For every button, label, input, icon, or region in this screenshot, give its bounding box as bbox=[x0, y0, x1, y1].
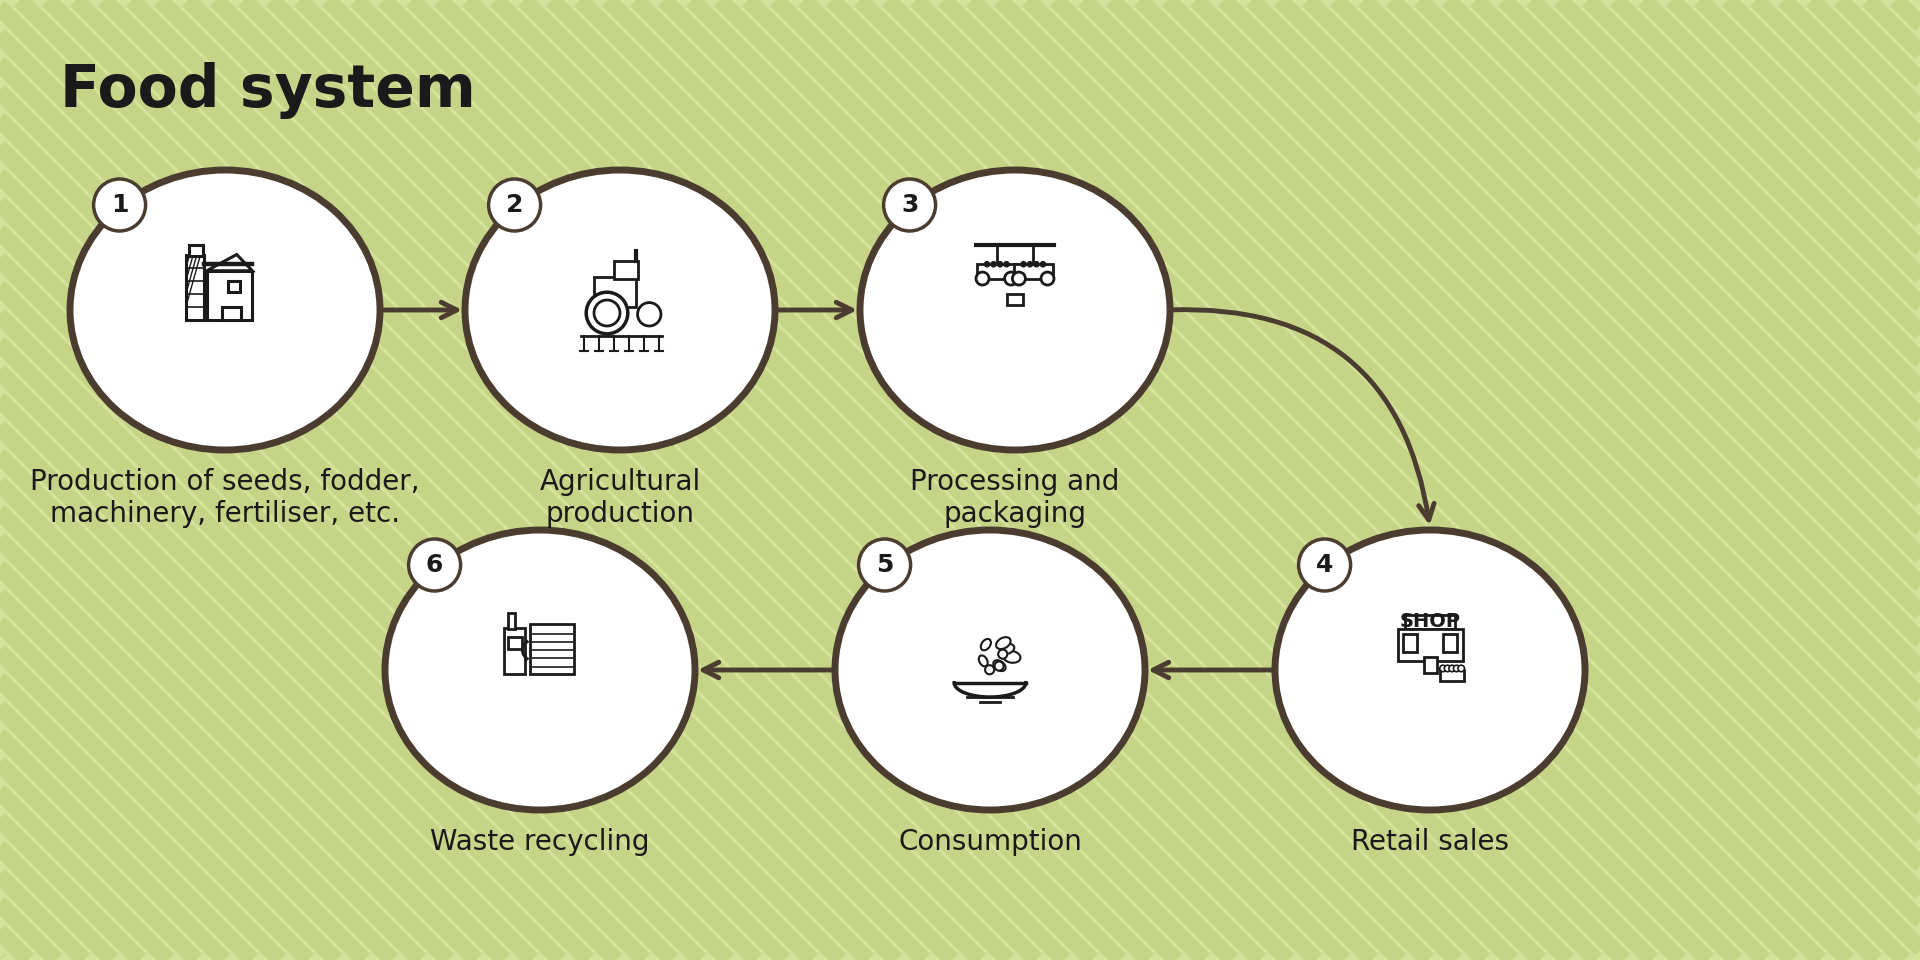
Ellipse shape bbox=[981, 639, 991, 650]
Ellipse shape bbox=[465, 170, 776, 450]
Circle shape bbox=[593, 300, 620, 326]
Circle shape bbox=[883, 179, 935, 231]
Text: 4: 4 bbox=[1315, 553, 1332, 577]
Ellipse shape bbox=[1002, 651, 1020, 662]
Bar bbox=[530, 624, 574, 674]
Text: Production of seeds, fodder,
machinery, fertiliser, etc.: Production of seeds, fodder, machinery, … bbox=[31, 468, 420, 528]
Circle shape bbox=[858, 539, 910, 591]
Circle shape bbox=[586, 292, 628, 334]
Circle shape bbox=[975, 272, 989, 285]
Ellipse shape bbox=[1275, 530, 1586, 810]
Circle shape bbox=[1004, 272, 1018, 285]
Bar bbox=[505, 628, 524, 674]
Text: SHOP: SHOP bbox=[1400, 612, 1461, 632]
Circle shape bbox=[1453, 665, 1459, 672]
Circle shape bbox=[1041, 262, 1046, 267]
Bar bbox=[507, 637, 522, 649]
Circle shape bbox=[488, 179, 541, 231]
Circle shape bbox=[637, 302, 660, 326]
Text: Processing and
packaging: Processing and packaging bbox=[910, 468, 1119, 528]
Bar bbox=[1423, 657, 1436, 673]
Circle shape bbox=[985, 665, 995, 674]
Circle shape bbox=[1012, 272, 1025, 285]
Ellipse shape bbox=[996, 637, 1010, 649]
Text: Retail sales: Retail sales bbox=[1352, 828, 1509, 856]
Bar bbox=[1444, 634, 1457, 652]
Bar bbox=[186, 254, 204, 320]
Circle shape bbox=[998, 262, 1002, 267]
Text: Waste recycling: Waste recycling bbox=[430, 828, 649, 856]
Bar bbox=[207, 271, 252, 320]
Ellipse shape bbox=[860, 170, 1169, 450]
Circle shape bbox=[1021, 262, 1025, 267]
Bar bbox=[228, 280, 240, 292]
Text: 3: 3 bbox=[900, 193, 918, 217]
Circle shape bbox=[1004, 262, 1010, 267]
Bar bbox=[1014, 264, 1052, 278]
Ellipse shape bbox=[1000, 644, 1014, 654]
Bar bbox=[1398, 629, 1463, 661]
Text: 2: 2 bbox=[505, 193, 524, 217]
Ellipse shape bbox=[979, 656, 987, 666]
Circle shape bbox=[1033, 262, 1039, 267]
Text: Food system: Food system bbox=[60, 62, 476, 119]
Bar bbox=[614, 261, 637, 279]
Circle shape bbox=[1440, 665, 1446, 672]
Bar bbox=[1008, 294, 1023, 305]
Text: Consumption: Consumption bbox=[899, 828, 1083, 856]
Text: 6: 6 bbox=[426, 553, 444, 577]
Bar bbox=[1404, 634, 1417, 652]
Circle shape bbox=[1444, 665, 1452, 672]
Circle shape bbox=[991, 262, 996, 267]
Bar bbox=[593, 277, 636, 306]
Circle shape bbox=[998, 650, 1008, 659]
Ellipse shape bbox=[835, 530, 1144, 810]
Circle shape bbox=[1041, 272, 1054, 285]
Circle shape bbox=[985, 262, 989, 267]
Text: 5: 5 bbox=[876, 553, 893, 577]
Circle shape bbox=[995, 661, 1004, 671]
Circle shape bbox=[1027, 262, 1033, 267]
Bar bbox=[1440, 670, 1465, 682]
Ellipse shape bbox=[993, 660, 1006, 671]
Bar bbox=[507, 613, 515, 630]
Bar bbox=[221, 306, 242, 320]
Ellipse shape bbox=[69, 170, 380, 450]
Text: Agricultural
production: Agricultural production bbox=[540, 468, 701, 528]
Text: 1: 1 bbox=[111, 193, 129, 217]
Polygon shape bbox=[207, 254, 252, 271]
Bar bbox=[977, 264, 1016, 278]
Circle shape bbox=[1450, 665, 1455, 672]
Bar bbox=[1405, 614, 1455, 629]
Bar bbox=[188, 245, 204, 256]
Circle shape bbox=[1457, 665, 1465, 672]
Ellipse shape bbox=[386, 530, 695, 810]
Circle shape bbox=[1298, 539, 1350, 591]
Circle shape bbox=[409, 539, 461, 591]
Circle shape bbox=[94, 179, 146, 231]
